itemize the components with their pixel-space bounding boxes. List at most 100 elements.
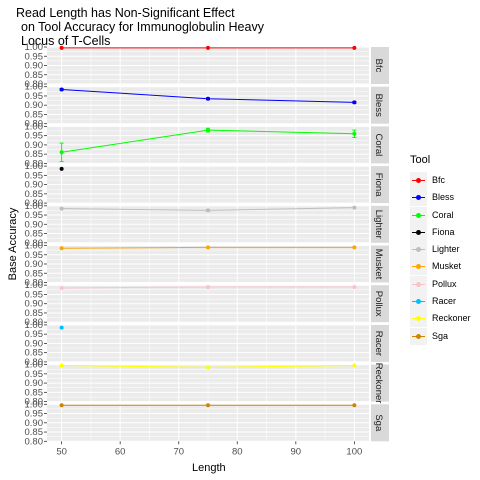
data-point-lighter xyxy=(352,205,357,210)
legend-point-swatch xyxy=(416,178,421,183)
data-point-fiona xyxy=(59,166,64,171)
legend-point-swatch xyxy=(416,264,421,270)
y-tick-label: 0.80 xyxy=(25,436,44,447)
y-tick-label: 1.00 xyxy=(25,121,44,132)
data-point-coral xyxy=(59,150,64,155)
x-tick-label: 90 xyxy=(291,446,302,457)
legend-label: Fiona xyxy=(432,226,455,237)
legend-label: Reckoner xyxy=(432,313,471,324)
data-point-racer xyxy=(59,325,64,330)
legend-key xyxy=(410,172,427,189)
y-tick-label: 1.00 xyxy=(25,82,44,93)
x-tick-label: 80 xyxy=(232,446,243,457)
facet-strip-label: Pollux xyxy=(373,291,384,317)
facet-strip-label: Racer xyxy=(373,331,384,356)
chart-title-line-2: on Tool Accuracy for Immunoglobulin Heav… xyxy=(21,20,264,34)
y-tick-label: 0.85 xyxy=(25,109,44,120)
y-tick-label: 0.90 xyxy=(25,378,44,389)
facet-strip-pollux xyxy=(371,285,389,323)
data-point-bless xyxy=(59,87,64,92)
legend-title: Tool xyxy=(410,154,431,166)
y-tick-label: 0.80 xyxy=(25,397,44,408)
y-tick-label: 0.90 xyxy=(25,259,44,270)
y-tick-label: 0.85 xyxy=(25,189,44,200)
facet-strip-label: Coral xyxy=(373,134,384,157)
facet-strip-label: Fiona xyxy=(373,173,384,197)
data-point-musket xyxy=(352,245,357,250)
y-tick-label: 0.95 xyxy=(25,91,44,102)
legend-key xyxy=(410,206,427,224)
y-tick-label: 0.90 xyxy=(25,418,44,429)
facet-strip-lighter xyxy=(371,205,389,243)
y-tick-label: 0.90 xyxy=(25,338,44,349)
y-tick-label: 1.00 xyxy=(25,161,44,172)
x-tick-label: 50 xyxy=(56,446,67,457)
y-axis-title: Base Accuracy xyxy=(7,207,19,280)
y-tick-label: 0.90 xyxy=(25,100,44,111)
data-point-pollux xyxy=(206,285,210,290)
data-point-reckoner xyxy=(206,365,210,370)
facet-strip-label: Lighter xyxy=(373,210,384,239)
x-axis-title: Length xyxy=(192,462,226,474)
facet-strip-sga xyxy=(371,404,389,442)
y-tick-label: 0.85 xyxy=(25,70,44,81)
facet-strip-fiona xyxy=(371,166,389,204)
y-tick-label: 1.00 xyxy=(25,360,44,371)
y-tick-label: 0.85 xyxy=(25,268,44,279)
chart-title-line-3: Locus of T-Cells xyxy=(21,34,111,48)
y-tick-label: 0.90 xyxy=(25,219,44,230)
facet-strip-bless xyxy=(371,86,389,124)
facet-strip-label: Musket xyxy=(373,249,384,280)
data-point-coral xyxy=(352,131,357,136)
y-tick-label: 0.90 xyxy=(25,61,44,72)
legend-point-swatch xyxy=(416,229,421,235)
y-tick-label: 1.00 xyxy=(25,201,44,212)
y-tick-label: 0.85 xyxy=(25,149,44,160)
y-tick-label: 0.95 xyxy=(25,369,44,380)
y-tick-label: 0.85 xyxy=(25,229,44,240)
y-tick-label: 0.80 xyxy=(25,198,44,209)
legend-key xyxy=(410,275,427,293)
y-tick-label: 0.90 xyxy=(25,140,44,151)
legend-key xyxy=(410,258,427,276)
legend-point-swatch xyxy=(416,281,421,287)
chart-title-line-1: Read Length has Non-Significant Effect xyxy=(16,6,235,20)
legend-label: Musket xyxy=(432,261,462,272)
facet-strip-coral xyxy=(371,126,389,164)
data-point-lighter xyxy=(59,206,64,211)
legend-item-lighter: Lighter xyxy=(410,241,480,259)
facet-strip-racer xyxy=(371,324,389,362)
y-tick-label: 0.95 xyxy=(25,409,44,420)
data-point-bless xyxy=(206,96,210,101)
legend-key xyxy=(410,310,427,328)
legend-label: Bfc xyxy=(432,175,446,185)
y-tick-label: 1.00 xyxy=(25,320,44,331)
y-tick-label: 0.80 xyxy=(25,119,44,130)
legend-label: Racer xyxy=(432,296,457,307)
data-point-sga xyxy=(352,403,357,408)
data-point-pollux xyxy=(59,285,64,290)
legend-item-racer: Racer xyxy=(410,293,480,311)
y-tick-label: 0.85 xyxy=(25,387,44,398)
facet-strip-label: Bfc xyxy=(373,59,384,73)
legend-item-sga: Sga xyxy=(410,327,480,345)
y-tick-label: 0.95 xyxy=(25,51,44,62)
legend-key xyxy=(410,241,427,259)
y-tick-label: 1.00 xyxy=(25,241,44,252)
y-tick-label: 1.00 xyxy=(25,42,44,53)
y-tick-label: 0.95 xyxy=(25,289,44,300)
y-tick-label: 0.80 xyxy=(25,79,44,90)
legend-item-pollux: Pollux xyxy=(410,275,480,293)
y-tick-label: 1.00 xyxy=(25,280,44,291)
y-tick-label: 0.90 xyxy=(25,180,44,191)
legend-point-swatch xyxy=(416,316,421,322)
legend-point-swatch xyxy=(416,299,421,305)
legend-item-bless: Bless xyxy=(410,189,480,207)
y-tick-label: 0.95 xyxy=(25,210,44,221)
facet-strip-bfc xyxy=(371,47,389,84)
y-tick-label: 0.80 xyxy=(25,357,44,368)
y-tick-label: 0.85 xyxy=(25,308,44,319)
facet-strip-label: Bless xyxy=(373,94,384,117)
y-tick-label: 0.85 xyxy=(25,427,44,438)
legend-point-swatch xyxy=(416,195,421,201)
